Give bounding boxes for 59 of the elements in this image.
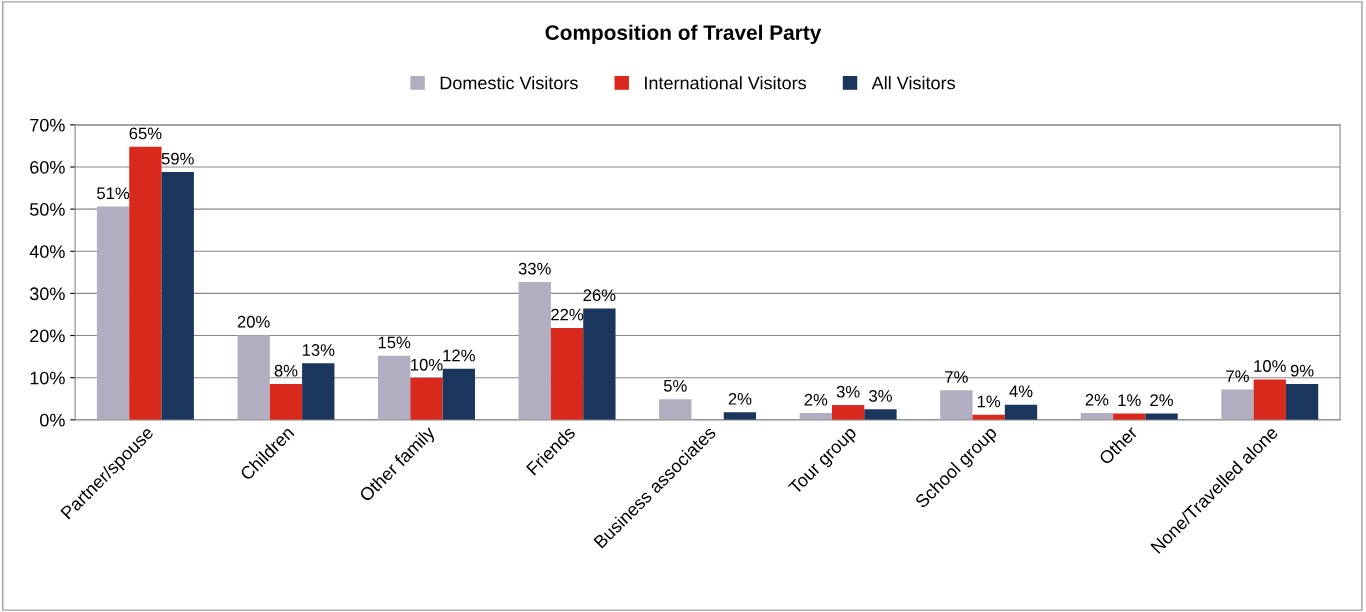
data-label: 2% (1150, 394, 1173, 406)
bar (550, 327, 584, 420)
legend-label: All Visitors (871, 76, 955, 90)
legend-label: International Visitors (645, 76, 807, 90)
data-label: 10% (411, 358, 443, 371)
data-label: 7% (1226, 370, 1249, 382)
y-tick-label: 10% (30, 371, 65, 385)
bar (442, 368, 475, 420)
data-label: 20% (237, 315, 270, 328)
bar (302, 363, 335, 420)
data-label: 26% (583, 289, 616, 302)
data-label: 3% (836, 385, 860, 398)
data-label: 1% (1118, 394, 1141, 406)
bar (129, 146, 162, 420)
legend-label: Domestic Visitors (440, 76, 578, 90)
data-label: 2% (728, 392, 752, 405)
bar (518, 282, 551, 420)
data-label: 9% (1290, 364, 1314, 377)
y-tick-label: 40% (29, 245, 65, 258)
bar (940, 390, 973, 420)
bar (864, 409, 897, 420)
bar (269, 384, 303, 420)
bar (583, 308, 616, 420)
bar (1221, 389, 1254, 420)
y-tick-label: 70% (30, 118, 65, 132)
bar (161, 172, 194, 420)
data-label: 7% (945, 371, 968, 383)
bar (237, 335, 270, 420)
bar (410, 378, 443, 420)
data-label: 10% (1254, 360, 1286, 372)
bar (1285, 384, 1319, 420)
bar (96, 206, 130, 420)
y-tick-label: 60% (30, 160, 65, 174)
y-tick-label: 0% (40, 413, 65, 427)
y-tick-label: 50% (29, 203, 65, 216)
data-label: 59% (161, 152, 194, 165)
data-label: 2% (804, 393, 828, 406)
bar (659, 399, 692, 420)
data-label: 22% (551, 308, 584, 321)
data-label: 51% (97, 187, 130, 200)
bar (723, 412, 757, 420)
data-label: 65% (129, 127, 162, 140)
data-label: 33% (518, 262, 551, 275)
y-tick-label: 20% (30, 329, 65, 343)
data-label: 12% (443, 349, 475, 362)
bar (378, 355, 411, 420)
y-tick-label: 30% (29, 287, 65, 301)
chart-title: Composition of Travel Party (545, 24, 822, 45)
data-label: 8% (274, 364, 298, 377)
data-label: 15% (378, 336, 411, 349)
data-label: 4% (1009, 385, 1033, 398)
data-label: 1% (977, 395, 1001, 408)
data-label: 13% (302, 344, 335, 356)
bar (1004, 404, 1038, 420)
data-label: 3% (869, 390, 892, 402)
bar (831, 405, 865, 420)
data-label: 5% (663, 379, 687, 392)
bar (1253, 379, 1286, 420)
data-label: 2% (1085, 393, 1109, 406)
